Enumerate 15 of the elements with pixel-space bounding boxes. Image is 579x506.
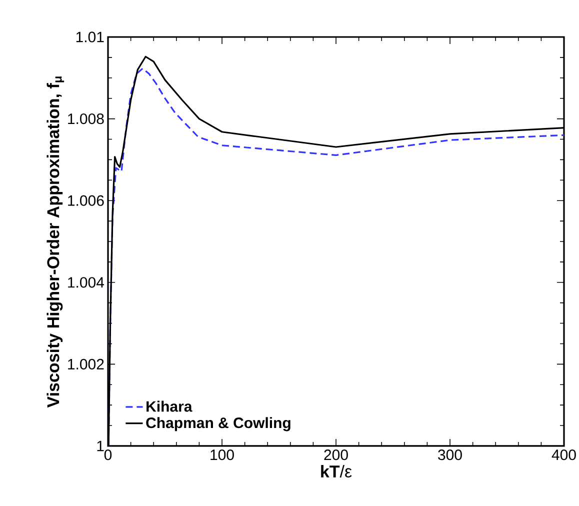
y-tick-label: 1.008 [68,113,104,124]
x-tick-label: 300 [438,450,462,460]
x-tick-label: 200 [324,450,348,460]
x-tick-label: 0 [104,450,112,460]
legend-label: Kihara [146,400,192,412]
y-tick-label: 1.01 [76,32,104,42]
y-tick-label: 1.004 [68,277,104,288]
y-tick-label: 1 [97,440,104,452]
y-axis-title: Viscosity Higher-Order Approximation, f$_{μ}$ [46,76,64,408]
x-axis-title: kT/ε [321,465,352,478]
legend-label: Chapman & Cowling [146,417,290,432]
x-tick-label: 400 [552,450,576,460]
y-tick-label: 1.006 [68,195,104,206]
y-tick-label: 1.002 [68,358,104,370]
x-tick-label: 100 [210,450,234,460]
